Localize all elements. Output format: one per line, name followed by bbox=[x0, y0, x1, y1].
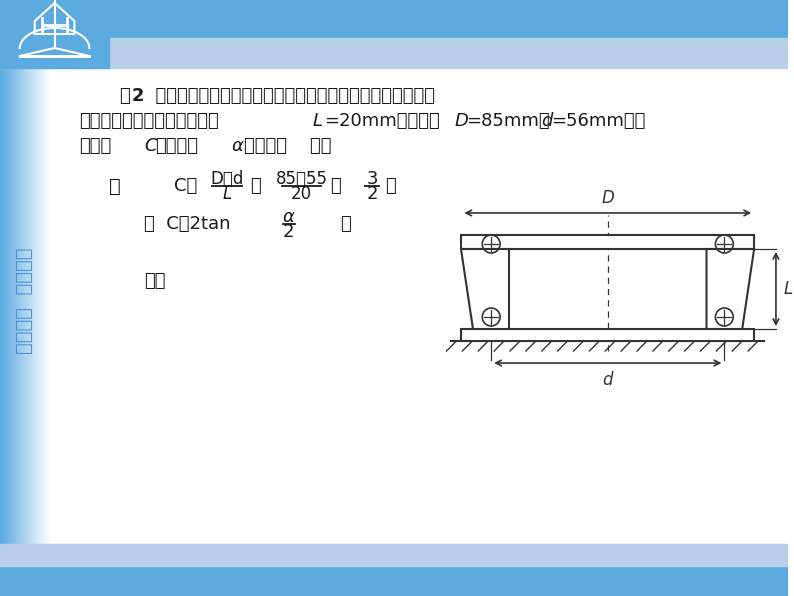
Text: 几何知识  准确应用: 几何知识 准确应用 bbox=[15, 248, 34, 354]
Bar bbox=[29, 68, 31, 544]
Bar bbox=[5, 68, 6, 544]
Bar bbox=[20, 68, 21, 544]
Text: ＝: ＝ bbox=[330, 177, 341, 195]
Bar bbox=[7, 68, 8, 544]
Text: D－d: D－d bbox=[210, 170, 244, 188]
Text: d: d bbox=[541, 112, 552, 130]
Bar bbox=[0, 0, 109, 68]
Text: ＝: ＝ bbox=[250, 177, 260, 195]
Text: D: D bbox=[601, 189, 614, 207]
Bar bbox=[36, 68, 37, 544]
Bar bbox=[0, 566, 788, 596]
Bar bbox=[37, 68, 39, 544]
Bar bbox=[461, 235, 754, 249]
Text: C＝: C＝ bbox=[174, 177, 197, 195]
Bar bbox=[1, 68, 2, 544]
Bar bbox=[43, 68, 44, 544]
Bar bbox=[23, 68, 24, 544]
Text: =20mm，测量出: =20mm，测量出 bbox=[325, 112, 440, 130]
Bar bbox=[461, 329, 754, 341]
Text: 所以: 所以 bbox=[144, 272, 165, 290]
Text: C: C bbox=[144, 137, 156, 155]
Bar bbox=[49, 68, 788, 544]
Bar bbox=[32, 68, 33, 544]
Text: 滚边的锥角．用杠杆附件升降: 滚边的锥角．用杠杆附件升降 bbox=[79, 112, 219, 130]
Text: =56mm，求: =56mm，求 bbox=[551, 112, 645, 130]
Bar bbox=[45, 68, 47, 544]
Text: d: d bbox=[603, 371, 613, 389]
Bar bbox=[39, 68, 40, 544]
Bar bbox=[31, 68, 32, 544]
Text: 20: 20 bbox=[291, 185, 312, 203]
Bar bbox=[27, 68, 28, 544]
Text: α: α bbox=[283, 208, 295, 226]
Bar bbox=[10, 68, 11, 544]
Bar bbox=[0, 544, 788, 566]
Bar bbox=[25, 68, 27, 544]
Text: 例: 例 bbox=[119, 87, 130, 105]
Bar bbox=[48, 68, 49, 544]
Text: 85－55: 85－55 bbox=[276, 170, 328, 188]
Text: ，: ， bbox=[385, 177, 395, 195]
Text: 3: 3 bbox=[366, 170, 378, 188]
Text: 得: 得 bbox=[318, 215, 351, 233]
Text: D: D bbox=[454, 112, 468, 130]
Bar bbox=[35, 68, 36, 544]
Text: 2: 2 bbox=[132, 87, 145, 105]
Bar bbox=[0, 0, 788, 38]
Bar bbox=[12, 68, 13, 544]
Bar bbox=[3, 68, 4, 544]
Text: L: L bbox=[784, 280, 793, 298]
Text: L: L bbox=[222, 185, 232, 203]
Bar bbox=[2, 68, 3, 544]
Bar bbox=[40, 68, 41, 544]
Text: 解: 解 bbox=[109, 176, 121, 195]
Text: （精确到    ）．: （精确到 ）． bbox=[244, 137, 332, 155]
Text: 和圆锥角: 和圆锥角 bbox=[155, 137, 198, 155]
Text: 2: 2 bbox=[366, 185, 378, 203]
Bar bbox=[4, 68, 5, 544]
Bar bbox=[17, 68, 19, 544]
Polygon shape bbox=[707, 249, 754, 329]
Bar bbox=[16, 68, 17, 544]
Text: 2: 2 bbox=[283, 223, 295, 241]
Bar bbox=[19, 68, 20, 544]
Text: 一个精密圆锥滚轴承零件（如图），要求测量此轴承之内外: 一个精密圆锥滚轴承零件（如图），要求测量此轴承之内外 bbox=[144, 87, 435, 105]
Bar bbox=[47, 68, 48, 544]
Bar bbox=[0, 38, 788, 68]
Bar bbox=[11, 68, 12, 544]
Bar bbox=[44, 68, 45, 544]
Bar bbox=[6, 68, 7, 544]
Bar bbox=[33, 68, 35, 544]
Bar bbox=[0, 68, 1, 544]
Bar bbox=[9, 68, 10, 544]
Text: α: α bbox=[231, 137, 243, 155]
Bar bbox=[21, 68, 23, 544]
Bar bbox=[15, 68, 16, 544]
Text: 由  C＝2tan: 由 C＝2tan bbox=[144, 215, 230, 233]
Text: 出锥度: 出锥度 bbox=[79, 137, 112, 155]
Bar bbox=[13, 68, 15, 544]
Bar bbox=[8, 68, 9, 544]
Bar bbox=[41, 68, 43, 544]
Text: L: L bbox=[313, 112, 322, 130]
Polygon shape bbox=[461, 249, 509, 329]
Text: =85mm，: =85mm， bbox=[466, 112, 550, 130]
Bar bbox=[28, 68, 29, 544]
Bar bbox=[24, 68, 25, 544]
